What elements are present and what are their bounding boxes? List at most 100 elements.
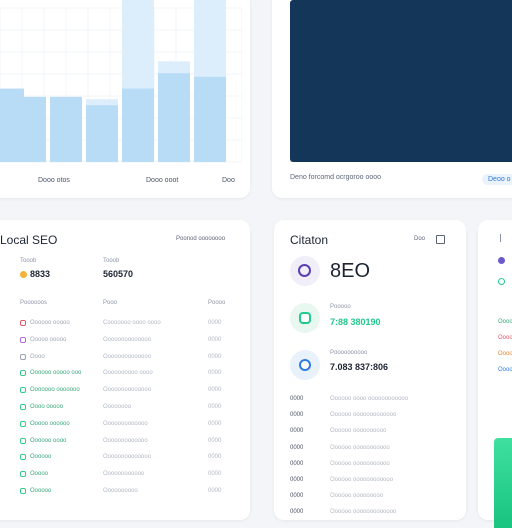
side-item[interactable]: Oooo	[498, 335, 512, 341]
bar	[50, 96, 82, 162]
citation-row[interactable]: 0000 Oooooo oooo oooooooooooo	[290, 395, 460, 407]
bar	[14, 96, 46, 162]
dark-preview-card: Deno forcomd ocrgoroo oooo Deoo o	[272, 0, 512, 198]
table-row[interactable]: Ooooo ooooo Oooooooooooooo 0000	[20, 336, 230, 348]
row-name: Ooooo	[30, 471, 49, 478]
citation-row-key: 0000	[290, 477, 304, 483]
citation-row[interactable]: 0000 Oooooo ooooooooooooo	[290, 411, 460, 423]
citation-stat-c-value: 7.083 837:806	[330, 362, 389, 372]
citation-row-value: Oooooo oooooooooo	[330, 428, 387, 435]
bar-segment-upper	[86, 99, 118, 106]
row-detail: Cooooooo oooo oooo	[103, 320, 161, 326]
row-detail: Oooooooooooooo	[103, 336, 152, 343]
row-value: 0000	[208, 370, 222, 377]
row-name: Ooooooo ooooooo	[30, 387, 80, 394]
citation-row-value: Oooooo oooo oooooooooooo	[330, 396, 409, 402]
citation-row-key: 0000	[290, 396, 304, 402]
row-detail: Oooooooooooooo	[103, 454, 152, 461]
stat-b-label: Tooob	[103, 258, 120, 264]
citation-row[interactable]: 0000 Oooooo oooooooooo	[290, 427, 460, 439]
citation-row[interactable]: 0000 Oooooo ooooooooooooo	[290, 508, 460, 520]
col-header-detail: Pooo	[103, 300, 118, 306]
row-status-icon	[20, 387, 26, 394]
row-status-icon	[20, 488, 26, 494]
table-row[interactable]: Oooooo ooooo ooo Oooooooooo oooo 0000	[20, 369, 230, 381]
row-value: 0000	[208, 437, 222, 444]
table-row[interactable]: Oooooo oooo Ooooooooooooo 0000	[20, 437, 230, 449]
citation-row[interactable]: 0000 Oooooo ooooooooo	[290, 492, 460, 504]
citation-big-value: 8EO	[330, 260, 371, 282]
row-status-icon	[20, 404, 26, 410]
bar	[86, 105, 118, 162]
dark-preview-panel	[290, 0, 512, 162]
pen-icon	[500, 234, 501, 242]
blue-badge-icon	[290, 350, 320, 380]
local-seo-action[interactable]: Poonod oooooooo	[176, 236, 226, 242]
side-card: Oooo Oooo Oooo Oooo	[478, 220, 512, 528]
row-detail: Oooooooooooo	[103, 471, 145, 478]
citation-stat-b-label: Pooooo	[330, 304, 351, 310]
bar	[122, 88, 154, 162]
row-name: Oooooo	[30, 454, 52, 461]
green-badge-icon	[290, 303, 320, 333]
table-row[interactable]: Ooooo Oooooooooooo 0000	[20, 470, 230, 482]
citation-row-value: Oooooo ooooooooooo	[330, 460, 390, 467]
side-item[interactable]: Oooo	[498, 367, 512, 373]
col-header-name: Poooooos	[20, 300, 48, 306]
purple-avatar-icon	[290, 256, 320, 286]
local-seo-card: Local SEO Poonod oooooooo Tooob 8833 Too…	[0, 220, 250, 520]
table-row[interactable]: Oooooo Oooooooooooooo 0000	[20, 453, 230, 465]
x-tick-label: Dooo ooot	[146, 177, 178, 184]
citation-row-key: 0000	[290, 428, 304, 435]
citation-row[interactable]: 0000 Oooooo ooooooooooo	[290, 460, 460, 472]
table-row[interactable]: Oooooo ooooo Cooooooo oooo oooo 0000	[20, 319, 230, 331]
row-name: Oooooo ooooo	[30, 320, 70, 326]
x-tick-label: Doo	[222, 177, 235, 184]
citation-row-key: 0000	[290, 444, 304, 451]
row-value: 0000	[208, 404, 222, 410]
row-detail: Oooooooooooooo	[103, 353, 152, 360]
x-tick-label: Dooo otos	[38, 177, 70, 184]
local-seo-title: Local SEO	[0, 233, 58, 247]
coin-icon	[20, 271, 27, 278]
bar-segment-upper	[158, 61, 190, 74]
side-item[interactable]: Oooo	[498, 351, 512, 357]
citation-row[interactable]: 0000 Oooooo ooooooooooo	[290, 444, 460, 456]
citation-row-value: Oooooo ooooooooooooo	[330, 509, 397, 516]
row-status-icon	[20, 353, 26, 360]
row-status-icon	[20, 471, 26, 478]
table-row[interactable]: Ooooo oooooo Ooooooooooooo 0000	[20, 420, 230, 432]
row-value: 0000	[208, 420, 222, 427]
row-value: 0000	[208, 320, 222, 326]
bar	[158, 73, 190, 162]
table-row[interactable]: Oooo Oooooooooooooo 0000	[20, 353, 230, 365]
citation-title: Citaton	[290, 233, 329, 247]
row-name: Ooooo ooooo	[30, 336, 67, 343]
citation-row-key: 0000	[290, 460, 304, 467]
dark-card-link[interactable]: Deoo o	[482, 174, 512, 185]
bar-chart: Dooo otos Dooo ooot Doo	[0, 0, 242, 184]
row-value: 0000	[208, 488, 222, 494]
citation-row-key: 0000	[290, 509, 304, 516]
stat-a-label: Tooob	[20, 258, 37, 264]
citation-row-value: Oooooo ooooooooooooo	[330, 412, 397, 419]
side-purple-icon	[498, 257, 505, 264]
row-value: 0000	[208, 353, 222, 360]
row-detail: Oooooooo	[103, 404, 132, 410]
citation-row-key: 0000	[290, 493, 304, 500]
row-status-icon	[20, 336, 26, 343]
bar	[194, 76, 226, 162]
bar-segment-upper	[122, 0, 154, 89]
grid-icon[interactable]	[436, 235, 445, 244]
side-green-icon	[498, 278, 505, 285]
citation-row-value: Oooooo oooooooooooo	[330, 477, 394, 483]
citation-stat-b-value: 7:88 380190	[330, 317, 381, 327]
row-detail: Oooooooooo	[103, 488, 138, 494]
citation-row[interactable]: 0000 Oooooo oooooooooooo	[290, 476, 460, 488]
table-row[interactable]: Ooooooo ooooooo Oooooooooooooo 0000	[20, 386, 230, 398]
side-item[interactable]: Oooo	[498, 319, 512, 325]
citation-row-value: Oooooo ooooooooo	[330, 493, 384, 500]
table-row[interactable]: Oooooo Oooooooooo 0000	[20, 487, 230, 499]
table-row[interactable]: Oooo ooooo Oooooooo 0000	[20, 403, 230, 415]
citation-action[interactable]: Doo	[414, 236, 426, 242]
